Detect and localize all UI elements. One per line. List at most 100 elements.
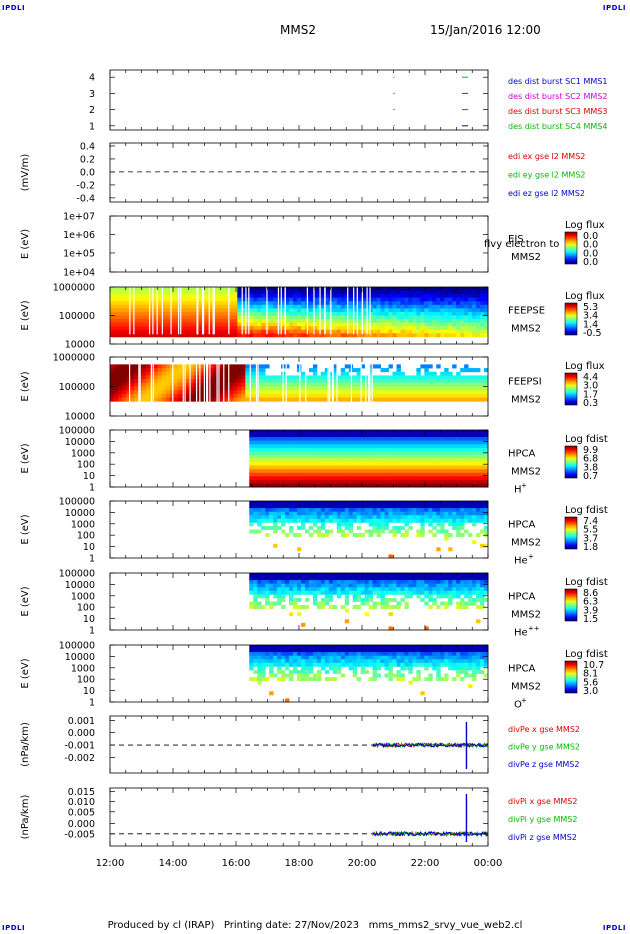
y-tick-divpi: 0.010 xyxy=(68,797,95,808)
series-divpi-2 xyxy=(372,830,489,837)
colorbar-feepse xyxy=(564,302,578,336)
y-tick-burst: 2 xyxy=(89,105,95,116)
frame-eis xyxy=(109,215,489,273)
colorbar-title-hpca-o: Log fdist xyxy=(565,649,608,660)
heatmap-hpca-hepp xyxy=(249,573,489,631)
burst-dot-1 xyxy=(393,125,395,127)
colorbar-title-hpca-hepp: Log fdist xyxy=(565,577,608,588)
colorbar-tick-feepse: 3.4 xyxy=(583,311,598,322)
corner-label-top-right: IPDLI xyxy=(602,4,626,12)
y-tick-hpca-hepp: 100000 xyxy=(59,569,95,580)
corner-label-top-left: IPDLI xyxy=(2,4,26,12)
colorbar-tick-feepse: 1.4 xyxy=(583,319,598,330)
legend-divpi-1: divPi y gse MMS2 xyxy=(508,815,577,824)
colorbar-tick-hpca-o: 8.1 xyxy=(583,669,598,680)
series-divpi-1 xyxy=(372,830,489,838)
x-tick-label: 00:00 xyxy=(474,858,503,869)
colorbar-tick-hpca-hepp: 3.9 xyxy=(583,605,598,616)
colorbar-tick-hpca-o: 3.0 xyxy=(583,686,598,697)
colorbar-tick-hpca-h: 9.9 xyxy=(583,445,598,456)
series-divpi-0 xyxy=(372,830,489,838)
frame-burst xyxy=(109,69,489,131)
colorbar-tick-hpca-o: 5.6 xyxy=(583,677,598,688)
colorbar-tick-eis: 0.0 xyxy=(583,257,598,268)
spacecraft-hpca-h: MMS2 xyxy=(511,467,541,478)
y-axis-label-edi: (mV/m) xyxy=(20,154,31,192)
y-tick-divpe: -0.002 xyxy=(64,753,95,764)
y-tick-hpca-he: 100000 xyxy=(59,497,95,508)
legend-burst-3: des dist burst SC4 MMS4 xyxy=(508,122,607,131)
y-axis-label-eis: E (eV) xyxy=(20,229,31,259)
x-tick-label: 16:00 xyxy=(222,858,251,869)
colorbar-tick-hpca-hepp: 8.6 xyxy=(583,588,598,599)
colorbar-tick-hpca-he: 1.8 xyxy=(583,542,598,553)
y-tick-burst: 1 xyxy=(89,121,95,132)
legend-burst-2: des dist burst SC3 MMS3 xyxy=(508,107,607,116)
legend-divpe-1: divPe y gse MMS2 xyxy=(508,743,580,752)
charge-hpca-o: + xyxy=(521,697,527,705)
y-tick-divpi: -0.005 xyxy=(64,829,95,840)
instrument-hpca-hepp: HPCA xyxy=(508,592,536,603)
colorbar-tick-hpca-he: 7.4 xyxy=(583,516,598,527)
y-axis-label-feepsi: E (eV) xyxy=(20,371,31,401)
y-tick-hpca-o: 100000 xyxy=(59,641,95,652)
y-tick-hpca-hepp: 1000 xyxy=(71,591,95,602)
y-axis-label-hpca-he: E (eV) xyxy=(20,514,31,544)
y-tick-feepsi: 1000000 xyxy=(53,353,95,364)
colorbar-tick-hpca-h: 0.7 xyxy=(583,471,598,482)
colorbar-tick-hpca-h: 3.8 xyxy=(583,462,598,473)
y-tick-hpca-h: 10000 xyxy=(65,437,95,448)
species-hpca-o: O xyxy=(514,700,522,711)
y-tick-hpca-h: 100000 xyxy=(59,426,95,437)
y-tick-burst: 3 xyxy=(89,89,95,100)
y-tick-divpe: 0.001 xyxy=(68,716,95,727)
colorbar-tick-hpca-hepp: 1.5 xyxy=(583,614,598,625)
panel-edi: 0.4 0.2 0.0 -0.2 -0.4 (mV/m) edi ex gse l2 MMS… xyxy=(20,141,586,204)
y-tick-feepse: 100000 xyxy=(59,311,95,322)
y-tick-edi: -0.4 xyxy=(76,193,95,204)
legend-edi-2: edi ez gse l2 MMS2 xyxy=(508,189,585,198)
datetime-title: 15/Jan/2016 12:00 xyxy=(430,23,541,37)
y-tick-edi: 0.4 xyxy=(80,141,95,152)
overlay-text-eis: flvy electron to xyxy=(484,239,559,250)
corner-label-bottom-right: IPDLI xyxy=(602,924,626,932)
colorbar-title-feepsi: Log flux xyxy=(565,361,605,372)
y-tick-hpca-o: 10000 xyxy=(65,652,95,663)
species-hpca-hepp: He xyxy=(514,628,528,639)
y-tick-feepsi: 10000 xyxy=(65,412,95,423)
panel-feepsi: 1000000 100000 10000 E (eV) FEEPSI MMS2 Log fl… xyxy=(20,353,605,423)
y-tick-feepsi: 100000 xyxy=(59,382,95,393)
instrument-hpca-he: HPCA xyxy=(508,520,536,531)
y-tick-hpca-hepp: 100 xyxy=(77,603,95,614)
burst-dot-3 xyxy=(393,92,395,94)
y-tick-divpe: 0.000 xyxy=(68,728,95,739)
heatmap-hpca-o xyxy=(249,645,489,703)
colorbar-hpca-hepp xyxy=(564,588,578,622)
colorbar-title-eis: Log flux xyxy=(565,220,605,231)
colorbar-tick-eis: 0.0 xyxy=(583,240,598,251)
y-axis-label-feepse: E (eV) xyxy=(20,300,31,330)
colorbar-tick-hpca-he: 5.5 xyxy=(583,525,598,536)
panel-eis: 1e+07 1e+06 1e+05 1e+04 E (eV) EIS MMS2 flvy el… xyxy=(20,212,605,279)
y-tick-hpca-hepp: 10000 xyxy=(65,580,95,591)
colorbar-eis xyxy=(564,231,578,265)
y-tick-edi: 0.2 xyxy=(80,154,95,165)
x-tick-label: 12:00 xyxy=(96,858,125,869)
x-tick-label: 14:00 xyxy=(159,858,188,869)
spacecraft-eis: MMS2 xyxy=(511,252,541,263)
heatmap-feepse xyxy=(110,287,489,338)
corner-label-bottom-left: IPDLI xyxy=(2,924,26,932)
y-tick-eis: 1e+07 xyxy=(63,212,95,223)
y-tick-divpi: 0.005 xyxy=(68,807,95,818)
colorbar-tick-hpca-o: 10.7 xyxy=(583,660,604,671)
instrument-hpca-h: HPCA xyxy=(508,449,536,460)
panel-feepse: 1000000 100000 10000 E (eV) FEEPSE MMS2 Log fl… xyxy=(20,283,605,351)
y-tick-hpca-o: 1000 xyxy=(71,663,95,674)
y-axis-label-divpe: (nPa/km) xyxy=(20,722,31,767)
spacecraft-hpca-he: MMS2 xyxy=(511,538,541,549)
charge-hpca-he: + xyxy=(528,553,534,561)
series-divpe-2 xyxy=(372,741,489,749)
y-tick-burst: 4 xyxy=(89,73,95,84)
